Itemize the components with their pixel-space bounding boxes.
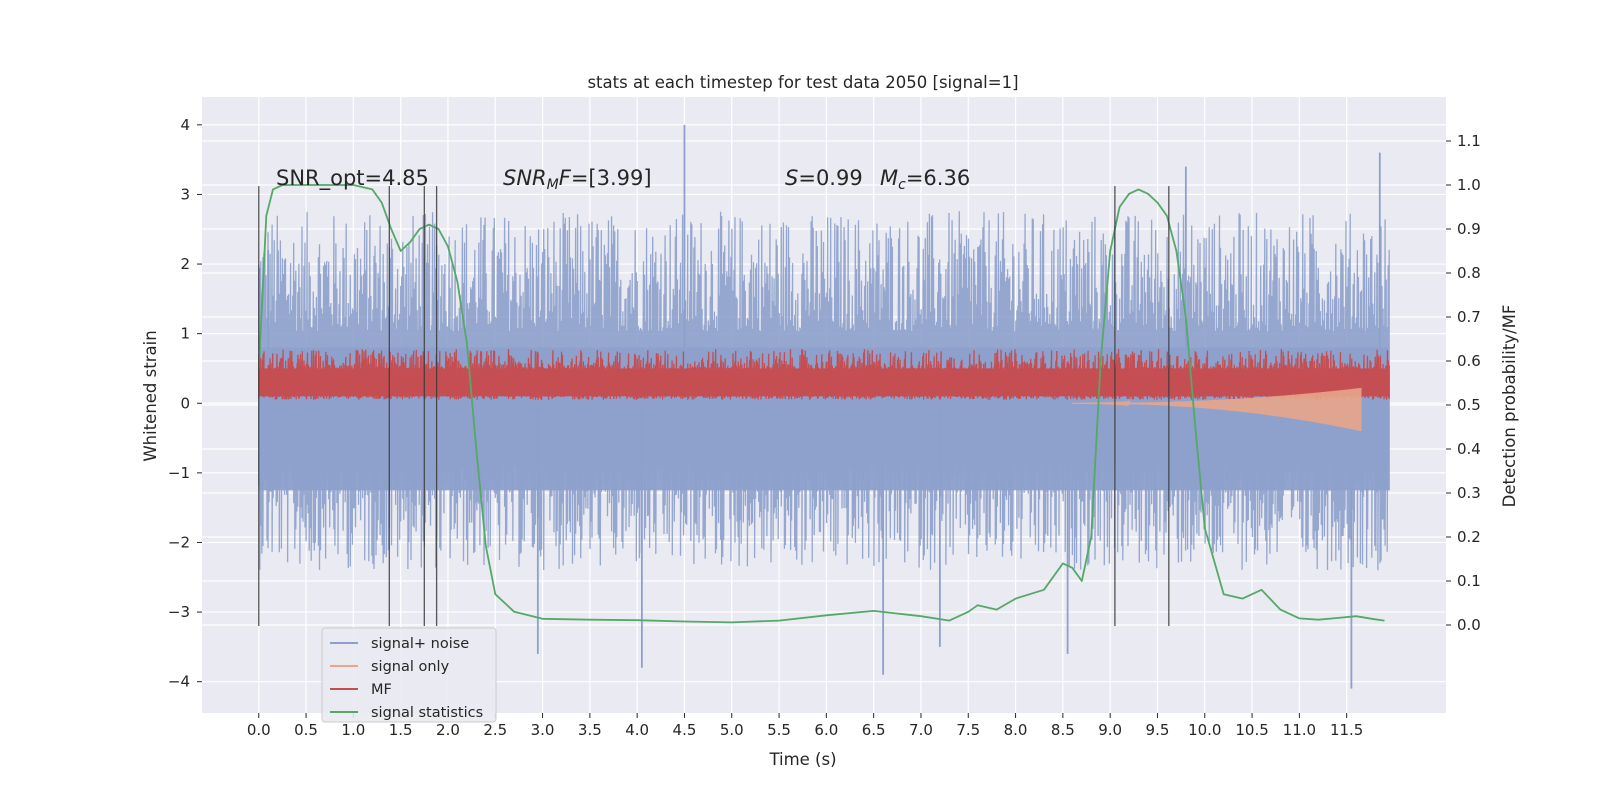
right-y-tick-label: 0.4 [1457, 440, 1481, 458]
right-y-tick-label: 0.5 [1457, 396, 1481, 414]
y-tick-label: 2 [180, 255, 190, 273]
legend-items: signal+ noise signal only MF signal statist… [330, 636, 483, 721]
signal-statistics-series [257, 184, 1385, 624]
right-y-axis-label: Detection probability/MF [1500, 305, 1519, 508]
x-tick-label: 8.5 [1051, 721, 1075, 739]
legend-box [321, 627, 497, 723]
snr-mf-annotation: SNRMF=[3.99] [503, 166, 652, 193]
x-tick-label: 10.5 [1235, 721, 1268, 739]
right-y-tick-label: 0.9 [1457, 220, 1481, 238]
legend-label: signal statistics [371, 705, 483, 721]
x-tick-label: 3.0 [531, 721, 555, 739]
x-tick-label: 5.5 [767, 721, 791, 739]
y-tick-label: −1 [168, 464, 190, 482]
vertical-markers [258, 186, 1170, 626]
y-axis-label: Whitened strain [141, 330, 160, 461]
right-y-tick-label: 0.1 [1457, 572, 1481, 590]
y-tick-label: 1 [180, 325, 190, 343]
x-tick-label: 10.0 [1188, 721, 1221, 739]
x-tick-label: 0.0 [247, 721, 271, 739]
x-tick-label: 2.0 [436, 721, 460, 739]
right-y-tick-label: 0.7 [1457, 308, 1481, 326]
legend-label: signal+ noise [371, 636, 469, 652]
right-y-tick-label: 0.2 [1457, 528, 1481, 546]
chart-title: stats at each timestep for test data 205… [587, 73, 1018, 92]
s-annotation: S=0.99 [785, 166, 863, 190]
snr-mf-subscript: M [547, 177, 559, 193]
y-tick-label: 0 [180, 394, 190, 412]
x-tick-label: 3.5 [578, 721, 602, 739]
x-tick-label: 2.5 [483, 721, 507, 739]
right-y-tick-label: 0.6 [1457, 352, 1481, 370]
right-y-tick-label: 0.3 [1457, 484, 1481, 502]
snr-mf-symbol-tail: F [559, 166, 572, 190]
y-tick-label: 3 [180, 185, 190, 203]
x-tick-label: 6.0 [814, 721, 838, 739]
x-tick-label: 4.5 [673, 721, 697, 739]
legend-label: signal only [371, 659, 450, 675]
s-value: =0.99 [798, 166, 862, 190]
right-y-tick-label: 1.1 [1457, 132, 1481, 150]
snr-opt-annotation: SNR_opt=4.85 [276, 166, 429, 191]
x-tick-label: 9.0 [1098, 721, 1122, 739]
mc-annotation: Mc=6.36 [880, 166, 970, 193]
x-tick-label: 1.0 [341, 721, 365, 739]
x-tick-label: 6.5 [862, 721, 886, 739]
legend: signal+ noise signal only MF signal statist… [321, 627, 497, 723]
x-axis-label: Time (s) [768, 750, 836, 769]
legend-label: MF [371, 682, 392, 698]
x-tick-label: 8.0 [1004, 721, 1028, 739]
x-tick-label: 11.5 [1330, 721, 1363, 739]
right-y-axis-ticks: 1.1 1.0 0.9 0.8 0.7 0.6 0.5 0.4 0.3 0.2 0.1 0.0 [1446, 132, 1481, 634]
y-tick-label: −2 [168, 533, 190, 551]
x-axis-ticks: 0.0 0.5 1.0 1.5 2.0 2.5 3.0 3.5 4.0 4.5 5.0 5.5 6.0 6… [247, 713, 1363, 739]
x-tick-label: 5.0 [720, 721, 744, 739]
mc-symbol: M [880, 166, 898, 190]
x-tick-label: 7.0 [909, 721, 933, 739]
snr-mf-value: =[3.99] [571, 166, 652, 190]
right-y-tick-label: 0.8 [1457, 264, 1481, 282]
s-symbol: S [785, 166, 798, 190]
mf-series [258, 348, 1390, 400]
x-tick-label: 0.5 [294, 721, 318, 739]
x-tick-label: 1.5 [389, 721, 413, 739]
y-tick-label: −4 [168, 673, 190, 691]
y-tick-label: 4 [180, 116, 190, 134]
signal-only-series [1072, 387, 1362, 432]
right-y-tick-label: 1.0 [1457, 176, 1481, 194]
series-layer [257, 124, 1390, 689]
mc-subscript: c [898, 177, 906, 193]
mc-value: =6.36 [906, 166, 970, 190]
x-tick-label: 11.0 [1283, 721, 1316, 739]
left-y-axis-ticks: 4 3 2 1 0 −1 −2 −3 −4 [168, 116, 202, 691]
x-tick-label: 4.0 [625, 721, 649, 739]
x-tick-label: 9.5 [1146, 721, 1170, 739]
y-tick-label: −3 [168, 603, 190, 621]
right-y-tick-label: 0.0 [1457, 616, 1481, 634]
x-tick-label: 7.5 [956, 721, 980, 739]
snr-mf-symbol: SNR [503, 166, 547, 190]
